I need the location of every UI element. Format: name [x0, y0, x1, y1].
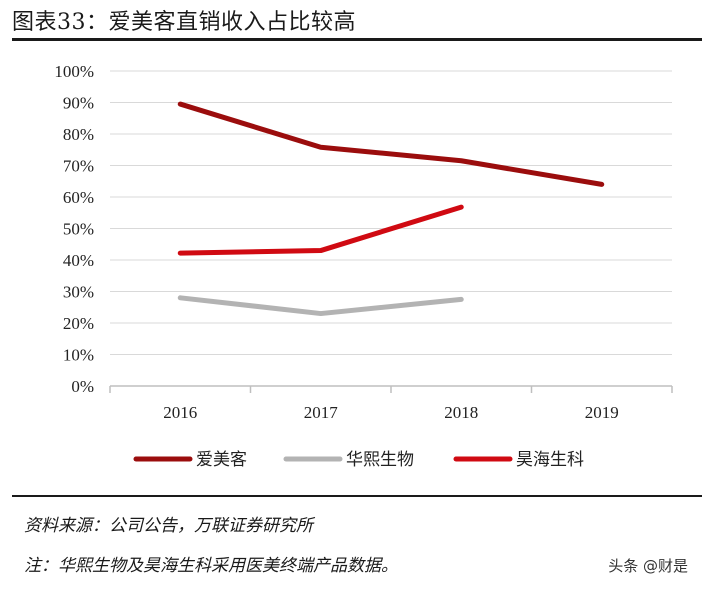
y-tick-label: 0% [71, 377, 94, 396]
x-tick-label: 2017 [304, 403, 339, 422]
chart-gridlines [110, 70, 672, 355]
y-tick-label: 60% [63, 188, 94, 207]
y-tick-label: 50% [63, 220, 94, 239]
y-tick-label: 20% [63, 314, 94, 333]
series-line-3 [177, 204, 464, 256]
y-tick-label: 40% [63, 251, 94, 270]
page-title: 图表33：爱美客直销收入占比较高 [12, 10, 356, 35]
chart-legend[interactable]: 爱美客 华熙生物 昊海生科 [133, 450, 584, 470]
footer-divider [12, 495, 702, 497]
y-tick-label: 10% [63, 346, 94, 365]
title-divider [12, 38, 702, 41]
x-tick-label: 2019 [585, 403, 619, 422]
chart-series [177, 101, 605, 317]
legend-label[interactable]: 昊海生科 [516, 450, 584, 470]
x-axis-ticks: 2016 2017 2018 2019 [163, 403, 619, 422]
legend-label[interactable]: 华熙生物 [346, 450, 414, 470]
x-tick-label: 2016 [163, 403, 197, 422]
source-note: 资料来源：公司公告，万联证券研究所 [24, 516, 313, 536]
legend-label[interactable]: 爱美客 [196, 450, 247, 470]
y-tick-label: 70% [63, 157, 94, 176]
line-chart: 0%10%20%30%40%50%60%70%80%90%100% 2016 20… [54, 62, 673, 470]
y-tick-label: 90% [63, 94, 94, 113]
x-axis [109, 385, 673, 393]
series-line-1 [177, 101, 605, 187]
y-tick-label: 30% [63, 283, 94, 302]
series-line-2 [177, 295, 464, 317]
data-note: 注：华熙生物及昊海生科采用医美终端产品数据。 [24, 556, 398, 576]
y-tick-label: 100% [54, 62, 94, 81]
x-tick-label: 2018 [444, 403, 478, 422]
y-axis-ticks: 0% 10% 20% 30% 40% 50% 60% 70% 80% 90% 100% [54, 62, 94, 396]
y-tick-label: 80% [63, 125, 94, 144]
watermark: 头条 @财是 [608, 557, 688, 575]
